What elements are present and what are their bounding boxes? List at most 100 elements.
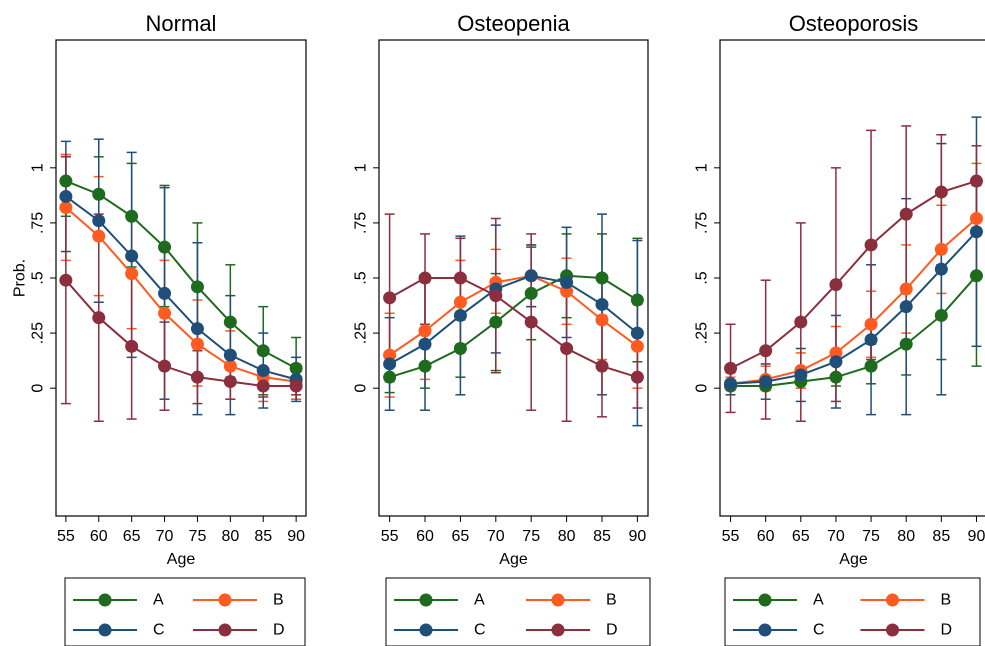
y-tick-label: .25 (694, 322, 711, 344)
x-tick-label: 60 (757, 528, 775, 545)
x-tick-label: 90 (968, 528, 985, 545)
panel-title: Osteopenia (457, 11, 570, 36)
data-point-B (418, 324, 432, 338)
x-tick-label: 80 (221, 528, 239, 545)
data-point-D (560, 342, 574, 356)
data-point-C (969, 225, 983, 239)
x-tick-label: 85 (932, 528, 950, 545)
data-point-D (899, 207, 913, 221)
data-point-C (724, 377, 738, 391)
legend-key-marker (551, 593, 565, 607)
data-point-B (59, 200, 73, 214)
x-tick-label: 85 (254, 528, 272, 545)
data-point-D (864, 238, 878, 252)
data-point-A (256, 344, 270, 358)
panel-1: Osteopenia 0 .25 .5 .75 1 55 60 65 70 75 80 85 90 Age A… (353, 11, 651, 646)
legend: A B C D (385, 577, 651, 646)
data-point-C (794, 368, 808, 382)
data-point-D (829, 278, 843, 292)
data-point-C (256, 364, 270, 378)
y-tick-label: 1 (694, 163, 711, 172)
x-tick-label: 55 (722, 528, 740, 545)
legend-key-marker (419, 623, 433, 637)
data-point-A (524, 286, 538, 300)
data-point-C (829, 355, 843, 369)
data-point-D (383, 291, 397, 305)
data-point-A (969, 269, 983, 283)
x-tick-label: 90 (628, 528, 646, 545)
x-tick-label: 60 (416, 528, 434, 545)
data-point-D (595, 359, 609, 373)
data-point-D (59, 273, 73, 287)
series-line-A (730, 275, 978, 387)
y-tick-label: .25 (353, 322, 370, 344)
data-point-D (524, 315, 538, 329)
y-tick-label: 0 (694, 384, 711, 393)
data-point-B (158, 306, 172, 320)
legend-key-marker (758, 593, 772, 607)
x-tick-label: 90 (287, 528, 305, 545)
panel-title: Osteoporosis (789, 11, 919, 36)
data-point-A (864, 359, 878, 373)
data-point-C (190, 322, 204, 336)
data-point-D (125, 339, 139, 353)
legend-key-marker (886, 623, 899, 637)
data-point-A (223, 315, 237, 329)
data-point-A (595, 271, 609, 285)
legend-key-marker (758, 623, 772, 637)
x-tick-label: 80 (897, 528, 915, 545)
data-point-C (524, 269, 538, 283)
legend-key-marker (98, 593, 112, 607)
y-tick-label: .75 (30, 212, 47, 234)
legend-key-marker (218, 623, 232, 637)
data-point-D (256, 379, 270, 393)
legend-label: A (474, 592, 485, 609)
data-point-D (724, 361, 738, 375)
data-point-D (418, 271, 432, 285)
legend-key-marker (98, 623, 112, 637)
data-point-A (125, 209, 139, 223)
y-tick-label: 1 (30, 163, 47, 172)
data-point-C (560, 275, 574, 289)
data-point-C (899, 300, 913, 314)
data-point-C (759, 375, 773, 389)
y-tick-label: .5 (30, 271, 47, 284)
legend-key-marker (551, 623, 565, 637)
data-point-A (630, 293, 644, 307)
x-axis-label: Age (839, 551, 868, 568)
data-point-B (899, 282, 913, 296)
y-tick-label: .25 (30, 322, 47, 344)
x-tick-label: 75 (189, 528, 207, 545)
data-point-B (92, 229, 106, 243)
x-tick-label: 70 (156, 528, 174, 545)
data-point-D (969, 174, 983, 188)
data-point-C (125, 249, 139, 263)
panel-title: Normal (146, 11, 217, 36)
data-point-A (489, 315, 503, 329)
data-point-A (418, 359, 432, 373)
legend-label: A (153, 592, 164, 609)
data-point-D (92, 311, 106, 325)
data-point-D (489, 289, 503, 303)
legend-label: C (474, 622, 486, 639)
plot-frame (55, 39, 307, 517)
x-tick-label: 70 (487, 528, 505, 545)
x-tick-label: 55 (381, 528, 399, 545)
series-line-D (730, 180, 977, 370)
data-point-D (794, 315, 808, 329)
data-point-C (223, 348, 237, 362)
data-point-A (453, 342, 467, 356)
data-point-D (759, 344, 773, 358)
data-point-B (125, 267, 139, 281)
legend-label: B (606, 592, 617, 609)
data-point-B (223, 359, 237, 373)
data-point-D (289, 379, 303, 393)
data-point-C (453, 308, 467, 322)
legend: A B C D (724, 577, 981, 646)
panel-2: Osteoporosis 0 .25 .5 .75 1 55 60 65 70 75 80 85 90 Ag… (694, 11, 985, 646)
legend-label: D (606, 622, 618, 639)
legend-label: B (273, 592, 284, 609)
legend-key-marker (419, 593, 433, 607)
data-point-C (92, 214, 106, 228)
y-tick-label: 1 (353, 163, 370, 172)
